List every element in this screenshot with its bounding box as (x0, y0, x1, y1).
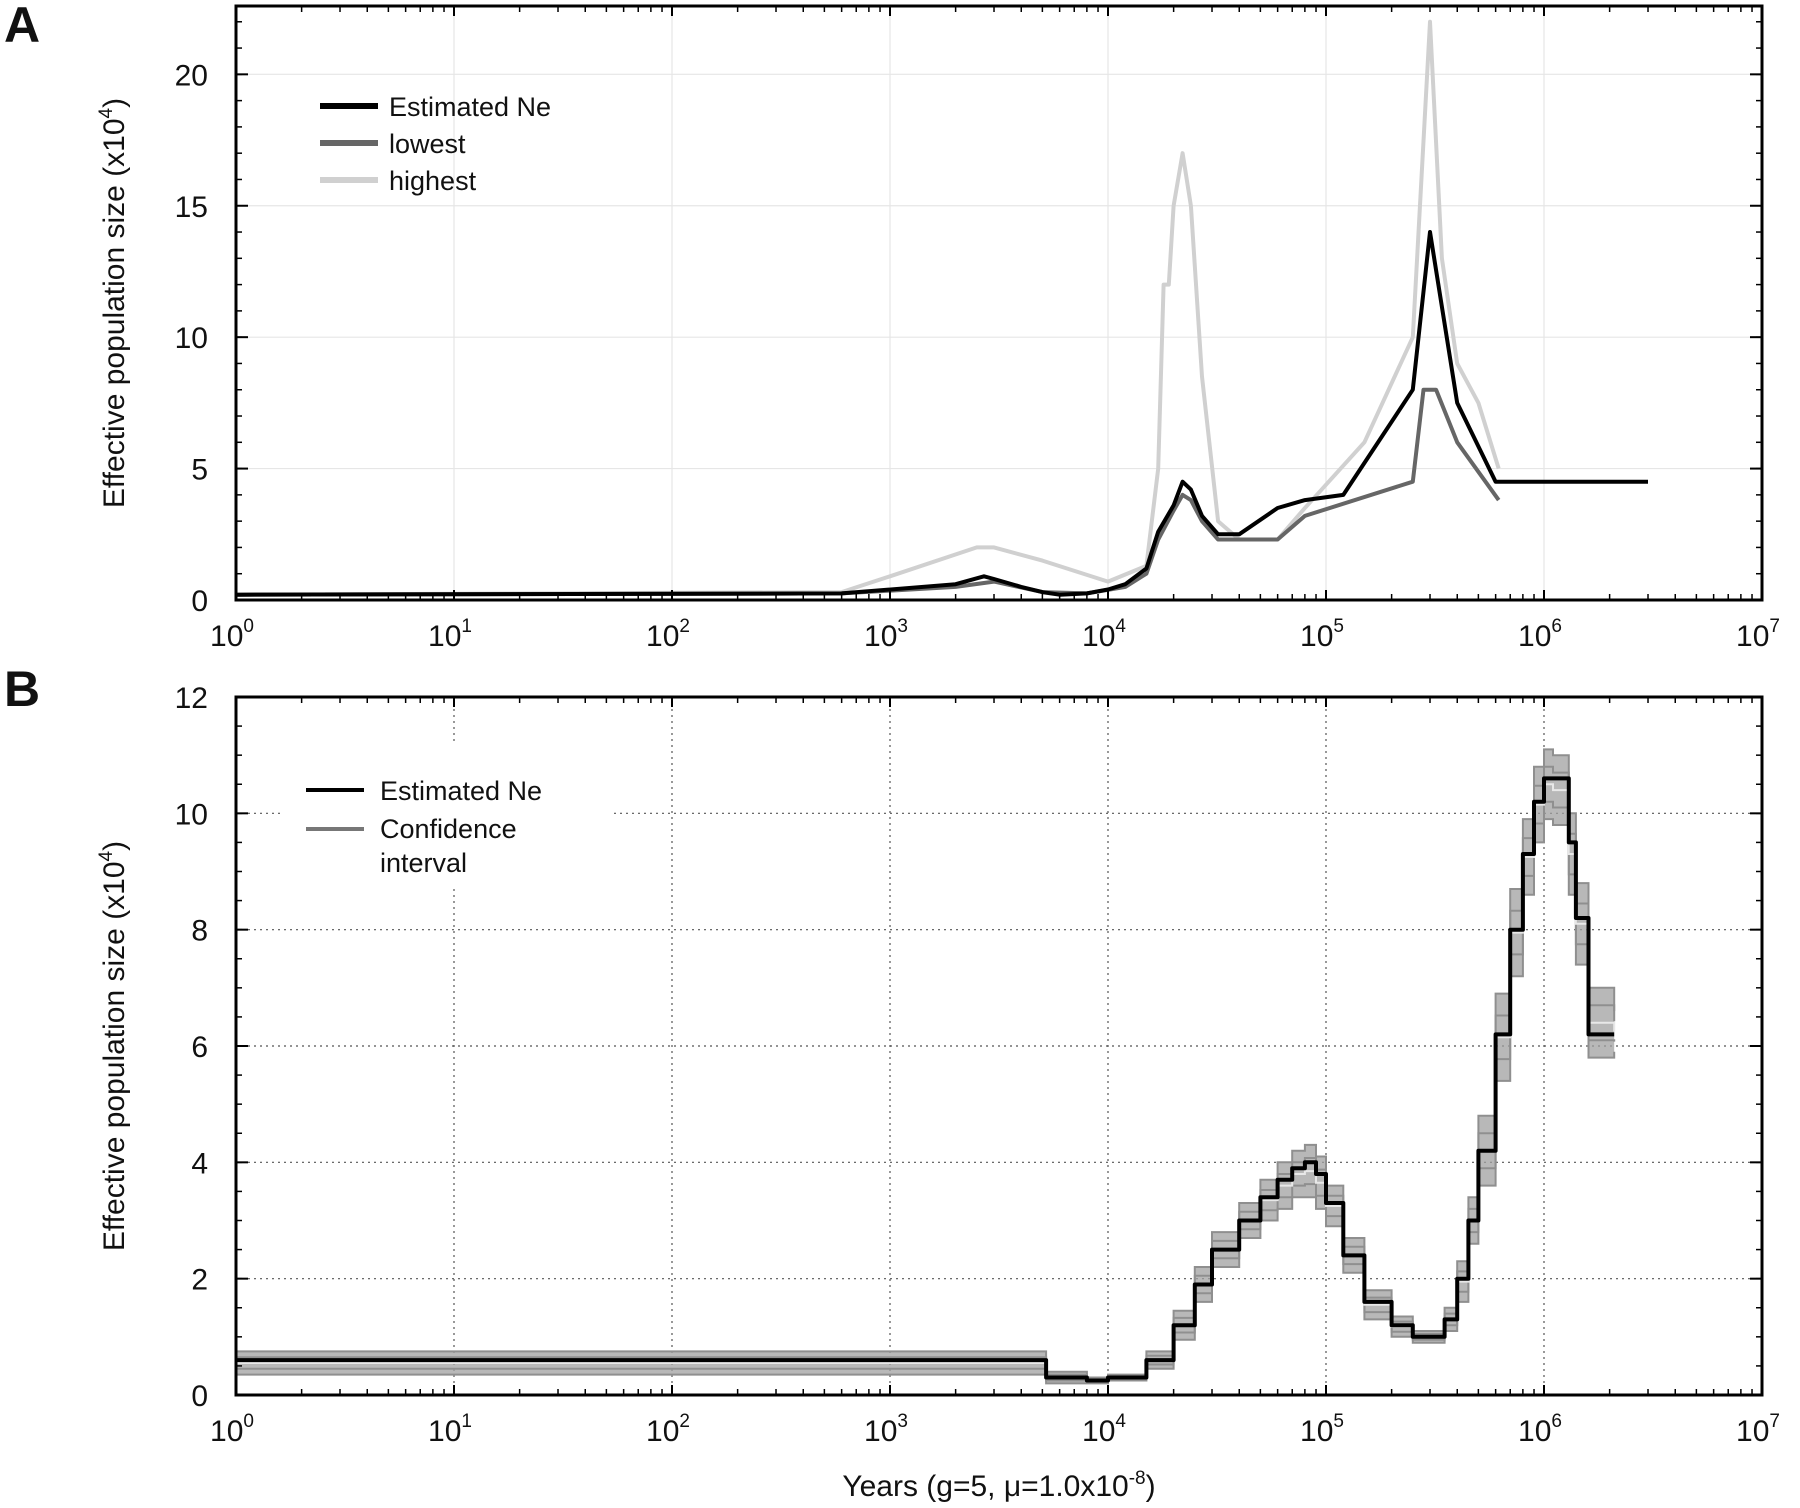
panel-a-legend-label-highest: highest (389, 166, 477, 196)
panel-b-y-tick-label: 2 (191, 1264, 208, 1297)
panel-b-x-axis-title-main: Years (g=5, μ=1.0x10 (842, 1470, 1128, 1503)
panel-a-series-estimated-ne (235, 230, 1648, 597)
panel-b-y-axis-title-main: Effective population size (x10 (98, 861, 131, 1251)
panel-a-x-tick-exp: 2 (679, 616, 690, 637)
panel-b-legend-label-confidence-line1: Confidence (380, 814, 517, 844)
panel-a-y-axis-title: Effective population size (x104) (96, 98, 131, 508)
panel-b-x-tick-label: 102 (646, 1411, 690, 1448)
panel-a-x-tick-base: 10 (1300, 620, 1333, 653)
panel-a-series-highest (235, 19, 1501, 597)
panel-b-series (236, 748, 1616, 1385)
panel-b-x-tick-label: 101 (428, 1411, 472, 1448)
panel-a-legend-label-estimated: Estimated Ne (389, 92, 551, 122)
panel-b-legend-label-confidence-line2: interval (380, 848, 467, 878)
panel-a-y-axis-title-main: Effective population size (x10 (98, 118, 131, 508)
panel-b-x-tick-base: 10 (646, 1415, 679, 1448)
panel-b-legend-background (280, 745, 610, 887)
panel-b-x-tick-base: 10 (864, 1415, 897, 1448)
panel-a-x-tick-label: 107 (1736, 616, 1780, 653)
panel-a-y-tick-label: 15 (175, 191, 208, 224)
panel-b-x-tick-exp: 1 (461, 1411, 472, 1432)
panel-a-x-tick-label: 102 (646, 616, 690, 653)
panel-b-x-tick-label: 105 (1300, 1411, 1344, 1448)
panel-a-legend: Estimated Ne lowest highest (320, 92, 551, 196)
panel-b-series-estimated-ne (236, 776, 1615, 1383)
panel-b-x-axis-title-close: ) (1146, 1470, 1156, 1503)
panel-a-y-tick-label: 0 (191, 585, 208, 618)
panel-a-x-tick-base: 10 (1736, 620, 1769, 653)
panel-b-x-tick-exp: 5 (1333, 1411, 1344, 1432)
panel-b-x-tick-label: 107 (1736, 1411, 1780, 1448)
panel-b-x-tick-exp: 0 (243, 1411, 254, 1432)
panel-b-y-axis-title-close: ) (98, 841, 131, 851)
panel-a-y-tick-label: 5 (191, 454, 208, 487)
panel-a-x-tick-label: 106 (1518, 616, 1562, 653)
panel-b-x-tick-label: 104 (1082, 1411, 1126, 1448)
panel-b-x-tick-exp: 2 (679, 1411, 690, 1432)
panel-a-x-tick-exp: 4 (1115, 616, 1126, 637)
panel-b-letter: B (4, 661, 40, 717)
panel-b-x-tick-label: 103 (864, 1411, 908, 1448)
panel-b-x-tick-exp: 6 (1551, 1411, 1562, 1432)
panel-b-x-tick-base: 10 (428, 1415, 461, 1448)
panel-a-x-tick-exp: 0 (243, 616, 254, 637)
panel-b-y-tick-label: 12 (175, 682, 208, 715)
panel-b-legend-label-estimated: Estimated Ne (380, 776, 542, 806)
panel-a-letter: A (4, 0, 40, 53)
panel-a-plot-background (236, 6, 1762, 600)
panel-a-x-tick-exp: 5 (1333, 616, 1344, 637)
panel-b-x-tick-exp: 3 (897, 1411, 908, 1432)
panel-b-legend-label-confidence: Confidence interval (380, 814, 524, 878)
panel-b-x-tick-base: 10 (1300, 1415, 1333, 1448)
panel-b-y-tick-label: 6 (191, 1031, 208, 1064)
panel-a-x-tick-base: 10 (210, 620, 243, 653)
panel-a-x-tick-base: 10 (646, 620, 679, 653)
panel-b-x-axis-title-exp: -8 (1129, 1468, 1146, 1489)
panel-a-y-axis-title-exp: 4 (96, 107, 117, 118)
panel-a-x-tick-base: 10 (864, 620, 897, 653)
panel-a-x-tick-exp: 7 (1769, 616, 1780, 637)
panel-b-y-tick-label: 4 (191, 1147, 208, 1180)
panel-a-x-tick-label: 103 (864, 616, 908, 653)
panel-b-y-axis-title: Effective population size (x104) (96, 841, 131, 1251)
panel-a-plot-frame (234, 4, 1764, 602)
panel-b-x-tick-base: 10 (1736, 1415, 1769, 1448)
panel-b-x-tick-base: 10 (1518, 1415, 1551, 1448)
panel-a-x-tick-base: 10 (1518, 620, 1551, 653)
panel-a-x-tick-base: 10 (1082, 620, 1115, 653)
panel-a-x-tick-base: 10 (428, 620, 461, 653)
panel-a-x-tick-exp: 1 (461, 616, 472, 637)
panel-a-grid (236, 6, 1762, 600)
panel-b-y-axis-title-exp: 4 (96, 850, 117, 861)
panel-a-y-tick-label: 10 (175, 322, 208, 355)
panel-a-x-tick-exp: 6 (1551, 616, 1562, 637)
panel-b-x-tick-base: 10 (210, 1415, 243, 1448)
panel-b-x-tick-exp: 4 (1115, 1411, 1126, 1432)
panel-a-y-axis-title-close: ) (98, 98, 131, 108)
panel-a-x-tick-exp: 3 (897, 616, 908, 637)
panel-b-y-tick-label: 10 (175, 798, 208, 831)
panel-b-x-tick-label: 106 (1518, 1411, 1562, 1448)
panel-a-series (235, 19, 1648, 597)
panel-a-x-tick-label: 101 (428, 616, 472, 653)
panel-b-x-tick-label: 100 (210, 1411, 254, 1448)
panel-b-y-tick-label: 8 (191, 915, 208, 948)
panel-b-legend: Estimated Ne Confidence interval (306, 776, 542, 878)
panel-a-y-tick-label: 20 (175, 59, 208, 92)
panel-b-x-axis-title: Years (g=5, μ=1.0x10-8) (842, 1468, 1155, 1503)
panel-a-x-tick-label: 105 (1300, 616, 1344, 653)
panel-b-y-tick-label: 0 (191, 1380, 208, 1413)
panel-a-x-tick-label: 100 (210, 616, 254, 653)
panel-b-x-tick-exp: 7 (1769, 1411, 1780, 1432)
panel-b-x-tick-base: 10 (1082, 1415, 1115, 1448)
panel-a-legend-label-lowest: lowest (389, 129, 466, 159)
panel-a-x-tick-label: 104 (1082, 616, 1126, 653)
